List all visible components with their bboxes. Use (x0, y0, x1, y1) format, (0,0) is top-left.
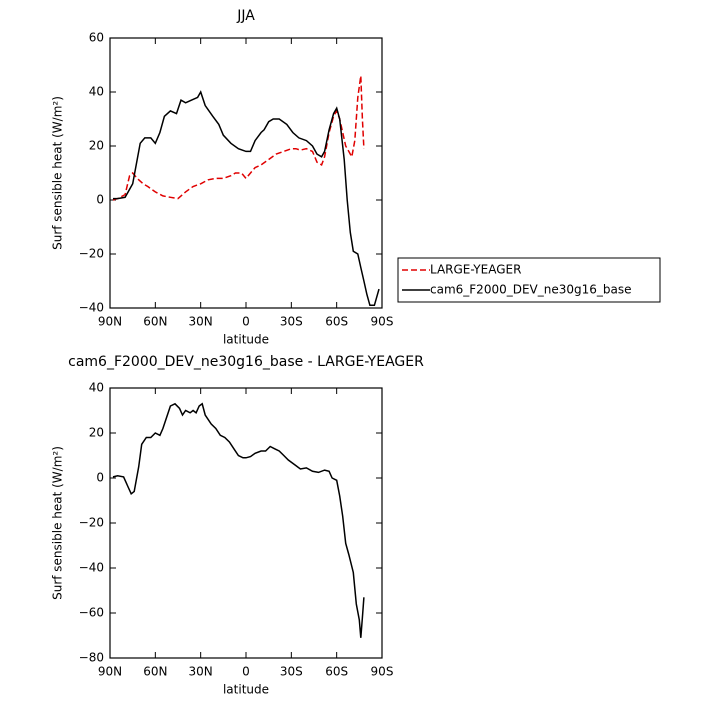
y-tick-label: −40 (79, 561, 104, 575)
x-tick-label: 90N (98, 665, 122, 679)
x-tick-label: 30S (280, 315, 303, 329)
series-line (113, 90, 380, 307)
x-axis-label: latitude (223, 683, 269, 697)
x-tick-label: 60N (143, 665, 167, 679)
y-tick-label: 20 (89, 426, 104, 440)
chart-title: cam6_F2000_DEV_ne30g16_base - LARGE-YEAG… (68, 354, 424, 370)
y-tick-label: −20 (79, 247, 104, 261)
y-tick-label: 60 (89, 31, 104, 45)
y-axis-label: Surf sensible heat (W/m²) (51, 446, 65, 600)
plot-frame (109, 387, 383, 659)
x-tick-label: 60S (325, 315, 348, 329)
chart-title: JJA (236, 8, 255, 24)
legend-label: LARGE-YEAGER (430, 263, 521, 277)
x-tick-label: 60S (325, 665, 348, 679)
y-tick-label: −60 (79, 606, 104, 620)
legend-box (397, 257, 661, 303)
y-tick-label: 0 (96, 471, 104, 485)
y-tick-label: 20 (89, 139, 104, 153)
y-axis-label: Surf sensible heat (W/m²) (51, 96, 65, 250)
x-tick-label: 30N (189, 315, 213, 329)
y-tick-label: −40 (79, 301, 104, 315)
x-tick-label: 90N (98, 315, 122, 329)
x-axis-label: latitude (223, 333, 269, 347)
y-tick-label: −20 (79, 516, 104, 530)
x-tick-label: 60N (143, 315, 167, 329)
x-tick-label: 30S (280, 665, 303, 679)
x-tick-label: 90S (371, 315, 394, 329)
y-tick-label: −80 (79, 651, 104, 665)
y-tick-label: 40 (89, 85, 104, 99)
series-line (112, 75, 365, 201)
x-tick-label: 0 (242, 315, 250, 329)
x-tick-label: 90S (371, 665, 394, 679)
x-tick-label: 0 (242, 665, 250, 679)
legend-label: cam6_F2000_DEV_ne30g16_base (430, 283, 632, 297)
y-tick-label: 0 (96, 193, 104, 207)
x-tick-label: 30N (189, 665, 213, 679)
y-tick-label: 40 (89, 381, 104, 395)
series-line (112, 402, 365, 638)
plot-frame (109, 37, 383, 309)
